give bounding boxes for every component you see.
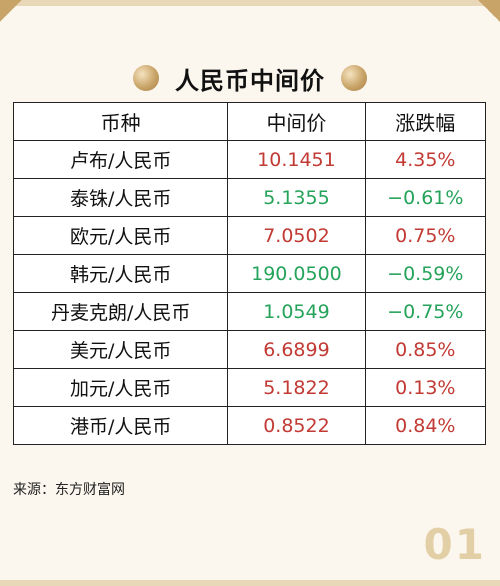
cell-rate: 5.1355 (227, 178, 366, 217)
cell-change: 0.85% (364, 330, 487, 369)
top-decor-strip (0, 0, 500, 6)
cell-currency: 港币/人民币 (12, 406, 229, 445)
table-row: 泰铢/人民币 5.1355 −0.61% (12, 178, 487, 217)
bottom-decor-strip (0, 580, 500, 586)
table-row: 丹麦克朗/人民币 1.0549 −0.75% (12, 292, 487, 331)
cell-currency: 卢布/人民币 (12, 140, 229, 179)
cell-rate: 0.8522 (227, 406, 366, 445)
cell-rate: 5.1822 (227, 368, 366, 407)
cell-currency: 加元/人民币 (12, 368, 229, 407)
table-row: 美元/人民币 6.6899 0.85% (12, 330, 487, 369)
cell-currency: 丹麦克朗/人民币 (12, 292, 229, 331)
cell-rate: 1.0549 (227, 292, 366, 331)
cell-change: −0.59% (364, 254, 487, 293)
rate-table: 币种 中间价 涨跌幅 卢布/人民币 10.1451 4.35% 泰铢/人民币 5.135… (12, 102, 487, 445)
cell-rate: 6.6899 (227, 330, 366, 369)
top-right-corner-decor (478, 0, 500, 22)
page-number: 01 (423, 520, 486, 569)
gold-orb-right-icon (341, 65, 367, 91)
cell-currency: 泰铢/人民币 (12, 178, 229, 217)
cell-change: −0.61% (364, 178, 487, 217)
header-rate: 中间价 (227, 102, 366, 141)
cell-rate: 7.0502 (227, 216, 366, 255)
source-note: 来源：东方财富网 (13, 482, 125, 498)
header-currency: 币种 (12, 102, 229, 141)
title-bar: 人民币中间价 (0, 56, 500, 100)
cell-rate: 190.0500 (227, 254, 366, 293)
cell-rate: 10.1451 (227, 140, 366, 179)
cell-change: 0.13% (364, 368, 487, 407)
cell-currency: 欧元/人民币 (12, 216, 229, 255)
top-left-corner-decor (0, 0, 22, 22)
header-change: 涨跌幅 (364, 102, 487, 141)
cell-change: 4.35% (364, 140, 487, 179)
cell-change: 0.84% (364, 406, 487, 445)
cell-currency: 美元/人民币 (12, 330, 229, 369)
table-row: 加元/人民币 5.1822 0.13% (12, 368, 487, 407)
table-row: 欧元/人民币 7.0502 0.75% (12, 216, 487, 255)
page-title: 人民币中间价 (175, 66, 325, 95)
cell-change: −0.75% (364, 292, 487, 331)
table-body: 卢布/人民币 10.1451 4.35% 泰铢/人民币 5.1355 −0.61% 欧元/人… (12, 140, 487, 445)
table-header-row: 币种 中间价 涨跌幅 (12, 102, 487, 141)
table-row: 港币/人民币 0.8522 0.84% (12, 406, 487, 445)
gold-orb-left-icon (133, 65, 159, 91)
table-row: 韩元/人民币 190.0500 −0.59% (12, 254, 487, 293)
cell-currency: 韩元/人民币 (12, 254, 229, 293)
table-row: 卢布/人民币 10.1451 4.35% (12, 140, 487, 179)
cell-change: 0.75% (364, 216, 487, 255)
